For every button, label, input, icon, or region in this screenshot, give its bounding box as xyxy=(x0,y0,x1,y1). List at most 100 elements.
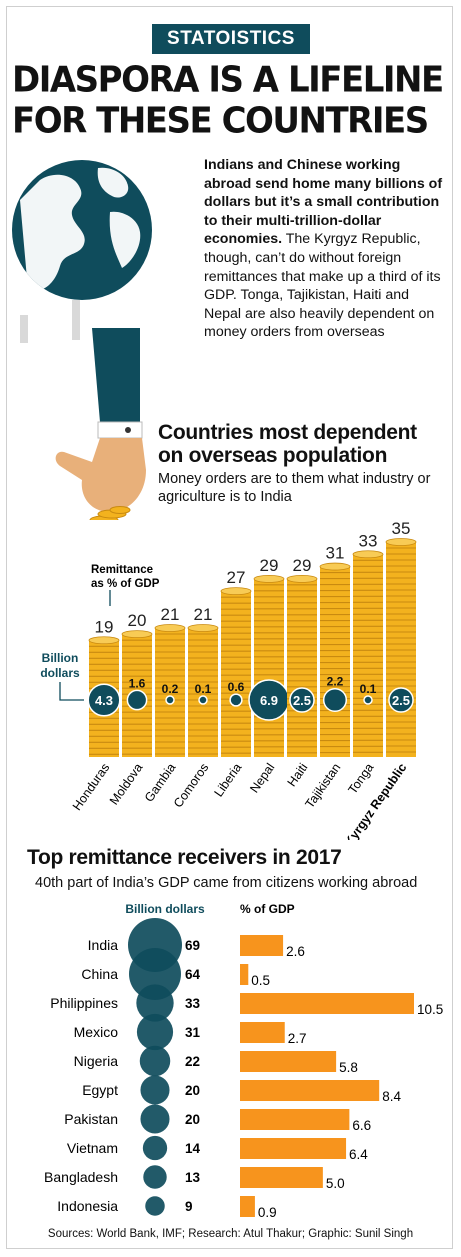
pct-value: 6.6 xyxy=(352,1118,371,1133)
country-axis-label: Nepal xyxy=(247,761,277,796)
pct-bar xyxy=(240,935,284,956)
billion-bubble xyxy=(363,695,373,705)
headline-line-2: FOR THESE COUNTRIES xyxy=(12,99,429,142)
coin-top xyxy=(253,574,285,583)
coin-top xyxy=(187,624,219,632)
billion-bubble xyxy=(126,689,148,711)
billion-value-label: 0.6 xyxy=(228,680,245,694)
billion-value-label: 2.5 xyxy=(293,693,311,708)
intro-bold-text: Indians and Chinese working abroad send … xyxy=(204,157,443,248)
col-header-pct: % of GDP xyxy=(240,902,295,916)
coin-stack-bar xyxy=(187,624,219,757)
kicker-label: STATOISTICS xyxy=(152,24,310,54)
page-frame xyxy=(6,6,453,1249)
top-receivers-chart: Billion dollars % of GDP India 69 2.6 China… xyxy=(44,902,443,1220)
billion-bubble xyxy=(140,1104,170,1134)
coin-top xyxy=(154,624,186,632)
section1-title-line-2: on overseas population xyxy=(158,444,388,467)
pct-value-label: 21 xyxy=(161,605,180,624)
pct-bar xyxy=(240,1138,347,1159)
pct-value-label: 27 xyxy=(227,568,246,587)
pct-value-label: 31 xyxy=(326,544,345,563)
headline-line-1: DIASPORA IS A LIFELINE xyxy=(12,58,444,101)
billion-value-label: 0.2 xyxy=(162,682,179,696)
coin-top xyxy=(319,562,351,571)
coin-stack-bar xyxy=(352,550,384,757)
billion-bubble xyxy=(165,695,175,705)
coin-stack-bar xyxy=(385,538,417,757)
pct-value: 8.4 xyxy=(382,1089,401,1104)
billion-value-label: 6.9 xyxy=(260,693,278,708)
globe-hand-illustration xyxy=(12,160,152,520)
billion-value: 33 xyxy=(185,996,201,1011)
billion-bubble xyxy=(136,984,174,1022)
pct-value: 0.9 xyxy=(258,1205,277,1220)
country-name: Nigeria xyxy=(74,1053,119,1069)
pct-bar xyxy=(240,1022,285,1043)
pct-bar xyxy=(240,993,414,1014)
billion-bubble xyxy=(142,1135,168,1161)
billion-value-label: 2.2 xyxy=(327,675,344,689)
billion-value-label: 4.3 xyxy=(95,693,113,708)
country-name: India xyxy=(88,937,119,953)
coin-top xyxy=(220,587,252,596)
billion-value-label: 0.1 xyxy=(360,682,377,696)
section1-title-line-1: Countries most dependent xyxy=(158,421,417,444)
pct-value-label: 35 xyxy=(392,519,411,538)
pct-value-label: 19 xyxy=(95,617,114,636)
country-name: Pakistan xyxy=(64,1111,118,1127)
pct-value: 0.5 xyxy=(251,973,270,988)
intro-paragraph: Indians and Chinese working abroad send … xyxy=(204,156,450,342)
billion-value: 13 xyxy=(185,1170,201,1185)
pct-value: 2.6 xyxy=(286,944,305,959)
coin-stack-body xyxy=(221,591,251,757)
billion-value-label: 0.1 xyxy=(195,682,212,696)
pct-bar xyxy=(240,1196,255,1217)
billion-bubble xyxy=(229,693,243,707)
country-name: Vietnam xyxy=(67,1140,118,1156)
country-axis-label: Liberia xyxy=(211,761,244,800)
billion-bubble xyxy=(388,687,414,713)
pct-value-label: 21 xyxy=(194,605,213,624)
billion-bubble xyxy=(87,683,121,717)
section1-subtitle: Money orders are to them what industry o… xyxy=(158,471,431,505)
country-name: Philippines xyxy=(50,995,118,1011)
coin-stack-body xyxy=(353,554,383,757)
billion-bubble xyxy=(143,1165,167,1189)
label-billion-line-1: Billion xyxy=(42,651,79,665)
col-header-billion: Billion dollars xyxy=(125,902,205,916)
pct-bar xyxy=(240,1080,380,1101)
billion-bubble xyxy=(136,1013,174,1051)
coin-top xyxy=(121,630,153,639)
billion-value: 31 xyxy=(185,1025,201,1040)
coin-stack-body xyxy=(254,578,284,757)
billion-value-label: 1.6 xyxy=(129,676,146,690)
section2-title: Top remittance receivers in 2017 xyxy=(27,846,342,869)
billion-value-label: 2.5 xyxy=(392,693,410,708)
country-name: Bangladesh xyxy=(44,1169,118,1185)
pct-value-label: 29 xyxy=(293,556,312,575)
billion-bubble xyxy=(289,687,315,713)
label-billion-leader xyxy=(59,682,84,701)
billion-value: 20 xyxy=(185,1112,200,1127)
pct-value: 2.7 xyxy=(288,1031,307,1046)
billion-value: 69 xyxy=(185,938,200,953)
country-name: China xyxy=(81,966,118,982)
section1-title: Countries most dependent on overseas pop… xyxy=(158,421,417,467)
coin-stack-bar xyxy=(319,562,351,757)
pct-value: 10.5 xyxy=(417,1002,443,1017)
country-name: Egypt xyxy=(82,1082,118,1098)
country-name: Mexico xyxy=(74,1024,119,1040)
dependency-bar-chart: Remittance as % of GDP Billion dollars 1… xyxy=(40,519,417,840)
coin-stack-bar xyxy=(220,587,252,757)
billion-value: 9 xyxy=(185,1199,193,1214)
headline: DIASPORA IS A LIFELINE FOR THESE COUNTRI… xyxy=(12,58,452,142)
country-axis-label: Kyrgyz Republic xyxy=(342,761,410,840)
billion-bubble xyxy=(140,1075,170,1105)
country-axis-label: Tonga xyxy=(345,761,376,797)
intro-regular-text: The Kyrgyz Republic, though, can’t do wi… xyxy=(204,231,441,341)
pct-bar xyxy=(240,964,249,985)
billion-value: 20 xyxy=(185,1083,200,1098)
billion-bubble xyxy=(322,687,348,713)
pct-bar xyxy=(240,1167,323,1188)
